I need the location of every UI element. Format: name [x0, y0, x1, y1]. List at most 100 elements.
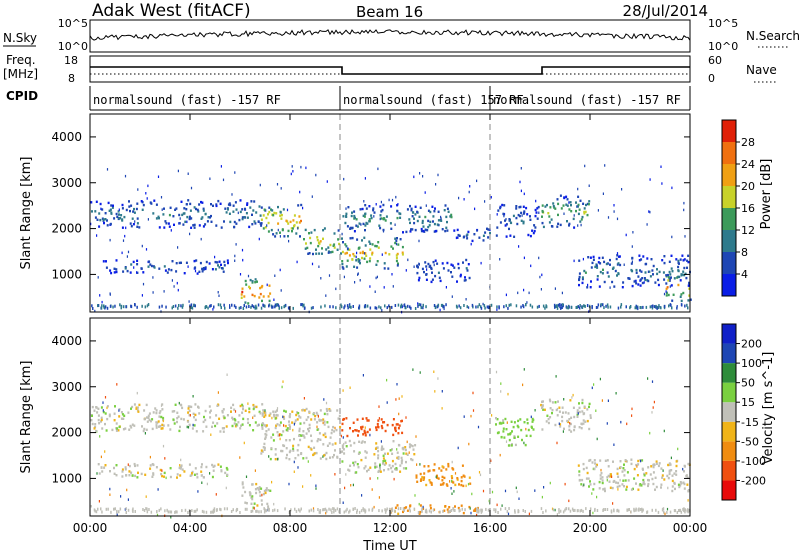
echo-cell [683, 266, 686, 270]
noise-cell [478, 471, 481, 474]
echo-cell [582, 467, 585, 471]
ground-cell [127, 508, 130, 512]
echo-cell [263, 208, 266, 211]
ground-cell [426, 510, 428, 514]
echo-cell [684, 272, 687, 275]
noise-cell [97, 276, 99, 279]
ground-cell [453, 508, 455, 512]
echo-cell [402, 452, 405, 455]
echo-cell [353, 210, 356, 213]
echo-cell [671, 479, 674, 483]
echo-cell [300, 434, 303, 437]
echo-cell [593, 467, 596, 471]
echo-cell [235, 423, 238, 426]
echo-cell [115, 474, 118, 477]
ground-cell [449, 509, 451, 513]
echo-cell [460, 479, 463, 483]
noise-cell [495, 370, 498, 374]
echo-cell [128, 200, 130, 203]
echo-cell [599, 262, 602, 265]
noise-cell [613, 443, 615, 446]
noise-cell [231, 193, 233, 196]
echo-cell [348, 469, 351, 472]
echo-cell [669, 277, 672, 280]
echo-cell [522, 205, 525, 208]
nsky-label: N.Sky [3, 31, 37, 45]
echo-cell [150, 420, 152, 423]
echo-cell [381, 445, 384, 448]
echo-cell [230, 410, 232, 413]
echo-cell [233, 220, 236, 224]
noise-cell [556, 407, 559, 411]
echo-cell [382, 457, 385, 460]
echo-cell [179, 425, 181, 429]
echo-cell [336, 248, 339, 251]
echo-cell [482, 239, 485, 242]
echo-cell [215, 203, 218, 206]
echo-cell [233, 408, 236, 411]
ground-cell [219, 507, 221, 511]
ground-cell [586, 304, 589, 307]
ground-cell [211, 510, 214, 514]
echo-cell [687, 284, 690, 287]
echo-cell [305, 407, 308, 411]
colorbar-segment [722, 120, 736, 142]
ground-cell [160, 507, 162, 511]
echo-cell [396, 264, 399, 267]
echo-cell [161, 474, 163, 478]
noise-cell [500, 390, 502, 393]
echo-cell [665, 287, 668, 291]
echo-cell [591, 261, 594, 265]
ground-cell [520, 305, 522, 309]
echo-cell [149, 464, 152, 467]
ground-cell [440, 303, 443, 307]
echo-cell [252, 403, 255, 407]
noise-cell [439, 308, 441, 312]
echo-cell [322, 433, 325, 437]
ground-cell [496, 305, 498, 309]
echo-cell [616, 467, 619, 471]
echo-cell [363, 441, 366, 444]
echo-cell [205, 425, 208, 428]
echo-cell [185, 203, 188, 206]
echo-cell [349, 237, 352, 240]
echo-cell [578, 473, 581, 477]
echo-cell [113, 472, 116, 475]
ground-cell [576, 305, 578, 309]
echo-cell [299, 422, 302, 425]
noise-cell [556, 513, 558, 516]
echo-cell [131, 217, 134, 220]
echo-cell [316, 413, 319, 416]
echo-cell [536, 217, 539, 220]
ground-cell [674, 509, 677, 513]
noise-cell [292, 428, 294, 432]
echo-cell [679, 279, 682, 282]
ground-cell [375, 306, 378, 310]
echo-cell [329, 456, 331, 459]
echo-cell [253, 502, 256, 505]
echo-cell [430, 481, 433, 485]
ground-cell [607, 305, 609, 309]
ground-cell [146, 304, 149, 308]
echo-cell [535, 211, 538, 214]
echo-cell [218, 266, 221, 269]
echo-cell [441, 228, 444, 231]
echo-cell [578, 470, 581, 473]
noise-cell [160, 196, 163, 199]
echo-cell [239, 210, 242, 214]
noise-cell [379, 217, 381, 221]
ground-cell [191, 509, 193, 513]
echo-cell [146, 416, 148, 419]
ground-cell [272, 509, 274, 513]
echo-cell [225, 211, 228, 214]
ground-cell [374, 306, 376, 310]
echo-cell [554, 401, 557, 404]
echo-cell [164, 269, 167, 272]
echo-cell [400, 459, 403, 463]
echo-cell [625, 485, 628, 489]
noise-cell [266, 224, 268, 227]
echo-cell [259, 214, 262, 217]
echo-cell [626, 471, 629, 474]
echo-cell [486, 227, 488, 230]
echo-cell [149, 467, 152, 470]
